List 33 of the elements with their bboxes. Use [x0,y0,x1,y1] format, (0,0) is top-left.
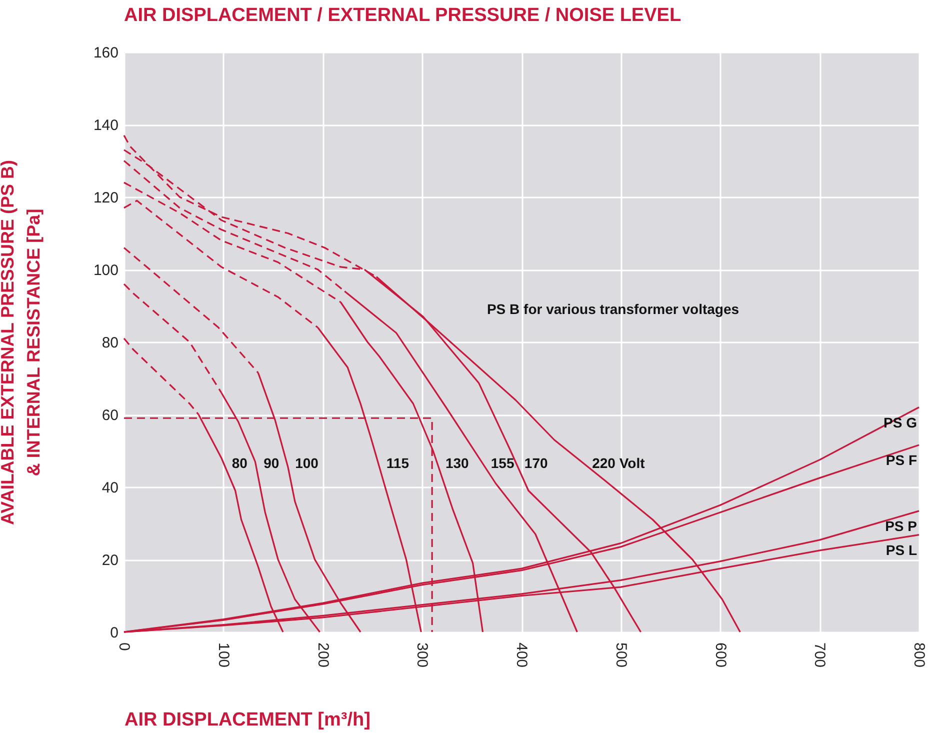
series-label: 90 [264,454,280,471]
series-label: 80 [232,454,248,471]
y-tick-label: 0 [110,624,118,642]
y-tick-label: 80 [102,334,118,352]
series-label: PS P [885,518,917,534]
series-label: 155 [490,454,514,471]
x-tick-label: 100 [214,642,232,668]
y-tick-label: 100 [93,262,118,279]
series-label: 100 [295,454,319,471]
x-tick-label: 700 [811,642,828,668]
series-label: 220 Volt [592,454,646,471]
y-tick-label: 60 [102,407,118,424]
series-label: 130 [445,454,470,471]
x-tick-label: 400 [513,642,530,668]
y-axis-title: AVAILABLE EXTERNAL PRESSURE (PS B) & INTERNAL RESISTANCE [Pa] [0,160,44,526]
x-tick-label: 0 [116,642,132,651]
series-label: PS F [886,452,918,468]
y-tick-label: 120 [93,190,118,206]
x-tick-label: 800 [910,642,928,668]
y-tick-label: 40 [102,480,118,496]
y-tick-label: 140 [93,117,118,134]
annotation: PS B for various transformer voltages [486,301,740,317]
x-tick-label: 500 [612,642,630,668]
x-tick-label: 600 [712,642,729,668]
x-tick-label: 200 [314,642,332,668]
chart-title: AIR DISPLACEMENT / EXTERNAL PRESSURE / NOISE LEVEL [124,5,682,26]
series-label: 170 [524,454,548,471]
y-tick-label: 160 [93,44,118,62]
series-label: PS L [886,542,918,558]
x-tick-label: 300 [414,642,431,668]
y-tick-label: 20 [102,552,118,569]
x-axis-title: AIR DISPLACEMENT [m³/h] [124,710,370,730]
series-label: 115 [386,454,410,471]
